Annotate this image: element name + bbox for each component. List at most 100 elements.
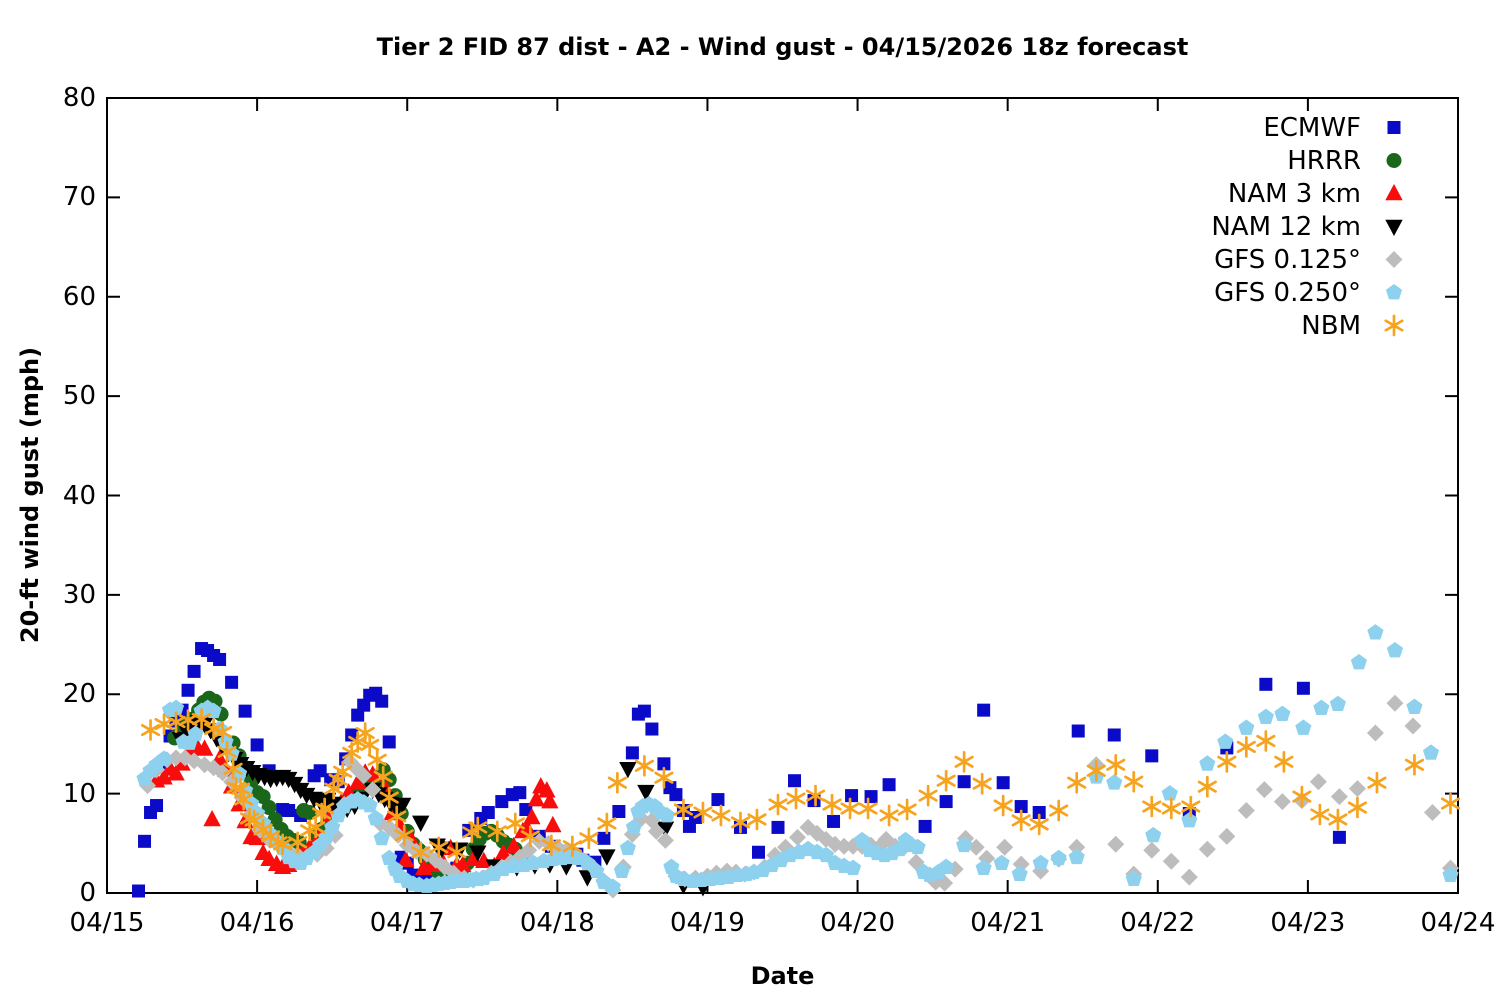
data-point-nbm	[505, 812, 525, 835]
data-point-ecmwf	[1145, 749, 1159, 763]
data-point-nbm	[348, 731, 368, 753]
data-point-gfs-0-125	[1218, 827, 1236, 845]
data-point-gfs-0-250	[1350, 653, 1368, 670]
data-point-nbm	[231, 777, 251, 800]
legend-label-nam-3-km: NAM 3 km	[1227, 178, 1361, 209]
data-point-nbm	[217, 741, 237, 763]
data-point-gfs-0-250	[579, 854, 596, 871]
data-point-nbm	[315, 797, 335, 820]
data-point-nbm	[1217, 750, 1237, 773]
data-point-gfs-0-250	[604, 878, 621, 894]
legend-label-ecmwf: ECMWF	[1263, 112, 1361, 143]
data-point-ecmwf	[751, 845, 765, 859]
data-point-ecmwf	[957, 775, 971, 789]
series-hrrr	[167, 690, 523, 883]
data-point-gfs-0-250	[1050, 849, 1067, 866]
x-tick-label: 04/15	[69, 908, 145, 938]
data-point-ecmwf	[597, 831, 611, 845]
legend: ECMWF HRRR NAM 3 km NAM 12 km GFS 0.125° GFS …	[1211, 111, 1411, 342]
data-point-nbm	[191, 708, 212, 730]
data-point-nbm	[1029, 813, 1049, 836]
data-point-nbm	[367, 748, 387, 771]
data-point-ecmwf	[612, 805, 626, 819]
data-point-nbm	[411, 841, 431, 864]
data-point-nbm	[972, 772, 992, 795]
data-point-ecmwf	[1014, 800, 1028, 814]
data-point-gfs-0-250	[613, 862, 630, 879]
data-point-gfs-0-125	[1198, 840, 1216, 858]
data-point-ecmwf	[225, 675, 239, 689]
data-point-gfs-0-125	[520, 841, 538, 859]
legend-label-gfs-0-125: GFS 0.125°	[1214, 244, 1361, 275]
data-point-ecmwf	[351, 708, 365, 722]
data-point-gfs-0-250	[1295, 719, 1312, 735]
data-point-gfs-0-125	[1348, 780, 1366, 798]
data-point-nbm	[858, 797, 878, 820]
x-tick-label: 04/18	[519, 908, 595, 938]
legend-marker-gfs-0-250-icon	[1385, 284, 1403, 300]
data-point-nbm	[1086, 759, 1106, 782]
data-point-gfs-0-250	[1238, 719, 1255, 735]
data-point-nbm	[273, 833, 293, 856]
data-point-gfs-0-250	[1422, 744, 1440, 760]
data-point-gfs-0-250	[1106, 774, 1123, 790]
data-point-nam-3-km	[494, 843, 512, 861]
data-point-nam-3-km	[544, 815, 562, 833]
data-point-gfs-0-125	[364, 781, 382, 799]
data-point-gfs-0-250	[367, 809, 384, 826]
data-point-nbm	[520, 825, 540, 848]
data-point-gfs-0-250	[993, 854, 1010, 871]
data-point-nam-3-km	[464, 849, 482, 867]
data-point-ecmwf	[1296, 681, 1310, 695]
data-point-nbm	[693, 801, 713, 824]
data-point-ecmwf	[845, 789, 859, 803]
data-point-ecmwf	[187, 664, 201, 678]
data-point-nbm	[805, 784, 826, 807]
data-point-gfs-0-125	[996, 838, 1014, 856]
data-point-gfs-0-250	[1386, 642, 1404, 658]
data-point-nbm	[840, 797, 860, 820]
data-point-nbm	[541, 834, 561, 857]
data-point-nbm	[429, 836, 449, 859]
data-point-nbm	[373, 765, 393, 788]
data-point-nbm	[1310, 803, 1330, 826]
data-point-nam-3-km	[397, 850, 415, 868]
data-point-nbm	[234, 788, 254, 811]
data-point-gfs-0-125	[656, 831, 674, 849]
data-point-gfs-0-250	[1032, 854, 1049, 871]
data-point-gfs-0-125	[355, 767, 373, 785]
data-point-nbm	[1236, 736, 1256, 758]
data-point-gfs-0-125	[1309, 773, 1327, 791]
data-point-nbm	[1367, 771, 1387, 794]
data-point-gfs-0-250	[658, 806, 675, 823]
data-point-gfs-0-125	[1423, 804, 1441, 822]
y-tick-label: 20	[62, 679, 96, 710]
data-point-gfs-0-125	[1107, 835, 1125, 853]
data-point-nam-12-km	[412, 815, 430, 832]
data-point-ecmwf	[625, 746, 639, 760]
data-point-nam-3-km	[454, 855, 472, 872]
data-point-gfs-0-125	[1330, 788, 1348, 806]
legend-item-hrrr: HRRR	[1211, 144, 1411, 177]
legend-label-hrrr: HRRR	[1287, 145, 1361, 176]
data-point-gfs-0-250	[381, 849, 398, 866]
data-point-gfs-0-125	[1180, 868, 1198, 886]
data-point-nbm	[1347, 796, 1368, 819]
data-point-ecmwf	[711, 793, 725, 807]
data-point-ecmwf	[996, 776, 1010, 790]
data-point-gfs-0-250	[361, 797, 378, 813]
legend-marker-nam-3-km-icon	[1385, 184, 1403, 201]
x-tick-label: 04/17	[369, 908, 445, 938]
data-point-nbm	[1049, 799, 1069, 822]
data-point-ecmwf	[637, 704, 651, 718]
data-point-gfs-0-250	[619, 839, 636, 856]
data-point-gfs-0-250	[956, 836, 973, 853]
data-point-gfs-0-125	[647, 822, 665, 840]
x-axis-title: Date	[750, 962, 815, 990]
data-point-nbm	[333, 760, 353, 783]
data-point-ecmwf	[181, 683, 195, 697]
data-point-ecmwf	[282, 804, 296, 818]
data-point-ecmwf	[939, 795, 953, 809]
data-point-nbm	[936, 769, 956, 792]
